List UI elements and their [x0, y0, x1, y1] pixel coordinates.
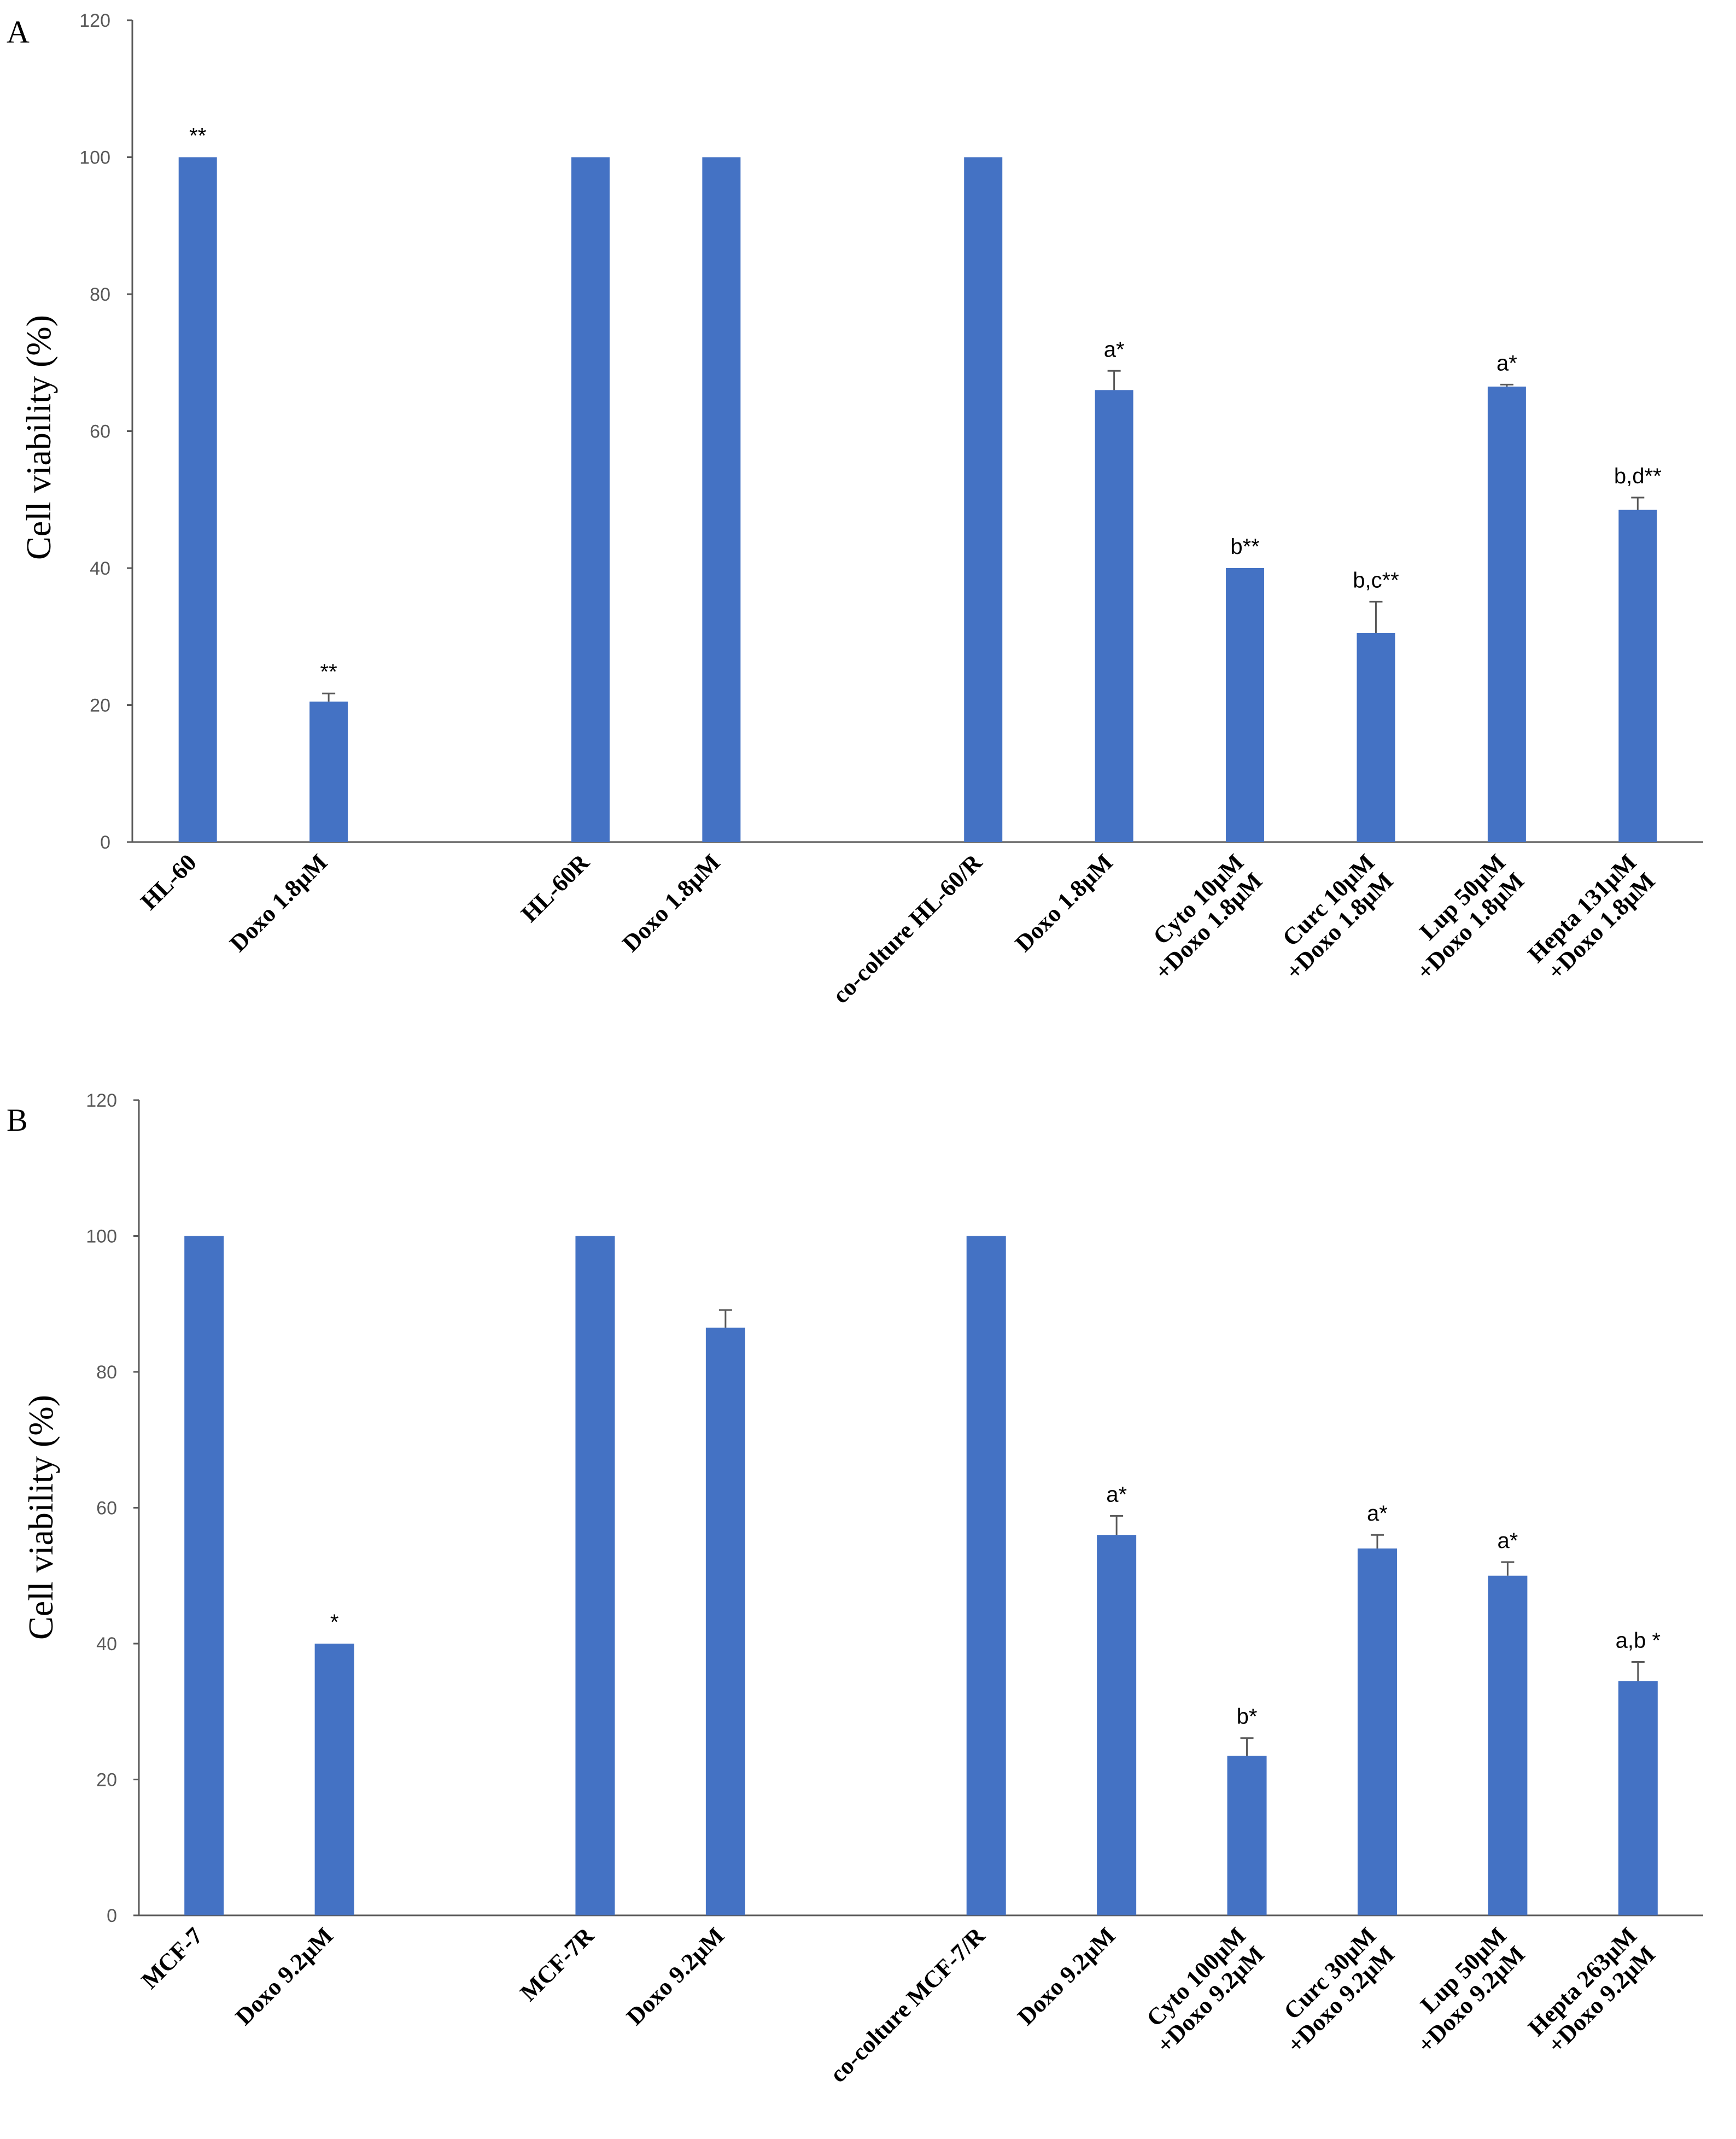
panel-b-bar	[314, 1644, 354, 1915]
panel-a-significance-label: b**	[1230, 535, 1259, 559]
panel-a-category-label: Hepta 131µM+Doxo 1.8µM	[1523, 849, 1661, 986]
panel-b-category-label: Curc 30µM+Doxo 9.2µM	[1264, 1922, 1400, 2058]
panel-a-category-label: co-colture HL-60/R	[827, 849, 987, 1009]
panel-b-bar	[184, 1236, 224, 1915]
panel-a-bar	[571, 157, 610, 842]
panel-b-bar	[1618, 1681, 1658, 1915]
panel-a-significance-label: a*	[1104, 337, 1125, 361]
panel-a-bar	[178, 157, 217, 842]
panel-a-category-label: Cyto 10µM+Doxo 1.8µM	[1131, 849, 1267, 985]
panel-b-category-label: Hepta 263µM+Doxo 9.2µM	[1523, 1922, 1661, 2060]
panel-b-y-tick-label: 40	[96, 1634, 117, 1655]
panel-a-bar	[1487, 387, 1526, 842]
panel-b-category-label: MCF-7	[136, 1922, 208, 1994]
panel-a-label: A	[7, 14, 30, 50]
panel-b-bar	[966, 1236, 1006, 1915]
panel-a-y-tick-label: 120	[79, 10, 110, 31]
panel-a-y-tick-label: 0	[100, 832, 110, 853]
panel-b-significance-label: a*	[1106, 1482, 1127, 1506]
panel-a-category-label: HL-60	[136, 849, 202, 915]
panel-a-significance-label: a*	[1497, 351, 1517, 375]
panel-b-category-label: Doxo 9.2µM	[621, 1922, 729, 2030]
panel-b-significance-label: b*	[1237, 1705, 1258, 1729]
panel-a-significance-label: **	[189, 124, 206, 148]
panel-a-bar	[1095, 390, 1133, 842]
panel-b-bar	[575, 1236, 615, 1915]
panel-b-label: B	[7, 1102, 28, 1138]
panel-b-category-label: Doxo 9.2µM	[230, 1922, 338, 2030]
panel-b-bar	[1488, 1575, 1528, 1915]
panel-b: B 0 20 40 60 80 100 120 Cell viability (%) MCF-7…	[7, 1090, 1703, 2088]
panel-a-bar	[1226, 568, 1265, 842]
panel-a-y-tick-label: 40	[90, 558, 110, 579]
panel-b-bar	[705, 1328, 745, 1915]
panel-b-y-tick-label: 120	[86, 1090, 117, 1111]
panel-a-category-label: Doxo 1.8µM	[224, 849, 332, 957]
panel-a-bar	[964, 157, 1003, 842]
panel-b-significance-label: a*	[1497, 1529, 1518, 1553]
panel-b-y-axis-label: Cell viability (%)	[21, 1395, 60, 1640]
panel-b-y-tick-label: 60	[96, 1498, 117, 1519]
panel-b-category-label: MCF-7R	[515, 1922, 600, 2007]
panel-a-y-tick-label: 20	[90, 696, 110, 716]
panel-b-category-label: Doxo 9.2µM	[1012, 1922, 1120, 2030]
panel-b-bar	[1097, 1535, 1137, 1915]
panel-a-category-label: Doxo 1.8µM	[617, 849, 726, 957]
panel-a-bar	[309, 702, 348, 842]
panel-b-y-tick-label: 0	[107, 1906, 117, 1926]
panel-a-y-tick-label: 100	[79, 148, 110, 168]
panel-a-y-tick-label: 60	[90, 422, 110, 442]
panel-b-y-tick-label: 20	[96, 1770, 117, 1791]
panel-a-bar	[1357, 633, 1395, 842]
panel-a-category-label: Doxo 1.8µM	[1010, 849, 1118, 957]
panel-a-category-label: Curc 10µM+Doxo 1.8µM	[1262, 849, 1398, 985]
panel-b-bar	[1357, 1548, 1397, 1915]
panel-a-y-tick-label: 80	[90, 284, 110, 305]
panel-a-significance-label: b,c**	[1353, 568, 1399, 592]
panel-a: A 0 20 40 60 80 100 120 Cell viability (%) ** HL-…	[7, 10, 1703, 1009]
panel-b-significance-label: *	[330, 1610, 339, 1634]
panel-b-significance-label: a,b *	[1616, 1629, 1661, 1653]
panel-b-significance-label: a*	[1367, 1501, 1388, 1526]
panel-a-y-axis-label: Cell viability (%)	[19, 315, 58, 560]
panel-a-bar	[1618, 510, 1657, 842]
panel-b-y-tick-label: 100	[86, 1226, 117, 1247]
panel-a-category-label: Lup 50µM+Doxo 1.8µM	[1393, 849, 1529, 985]
panel-b-y-tick-label: 80	[96, 1362, 117, 1383]
panel-b-category-label: co-colture MCF-7/R	[825, 1922, 991, 2088]
panel-a-significance-label: **	[320, 660, 337, 684]
panel-b-category-label: Lup 50µM+Doxo 9.2µM	[1394, 1922, 1530, 2058]
panel-b-category-label: Cyto 100µM+Doxo 9.2µM	[1133, 1922, 1269, 2058]
panel-a-significance-label: b,d**	[1614, 464, 1662, 488]
panel-b-bar	[1227, 1756, 1267, 1915]
panel-a-category-label: HL-60R	[516, 849, 594, 927]
panel-a-bar	[702, 157, 741, 842]
